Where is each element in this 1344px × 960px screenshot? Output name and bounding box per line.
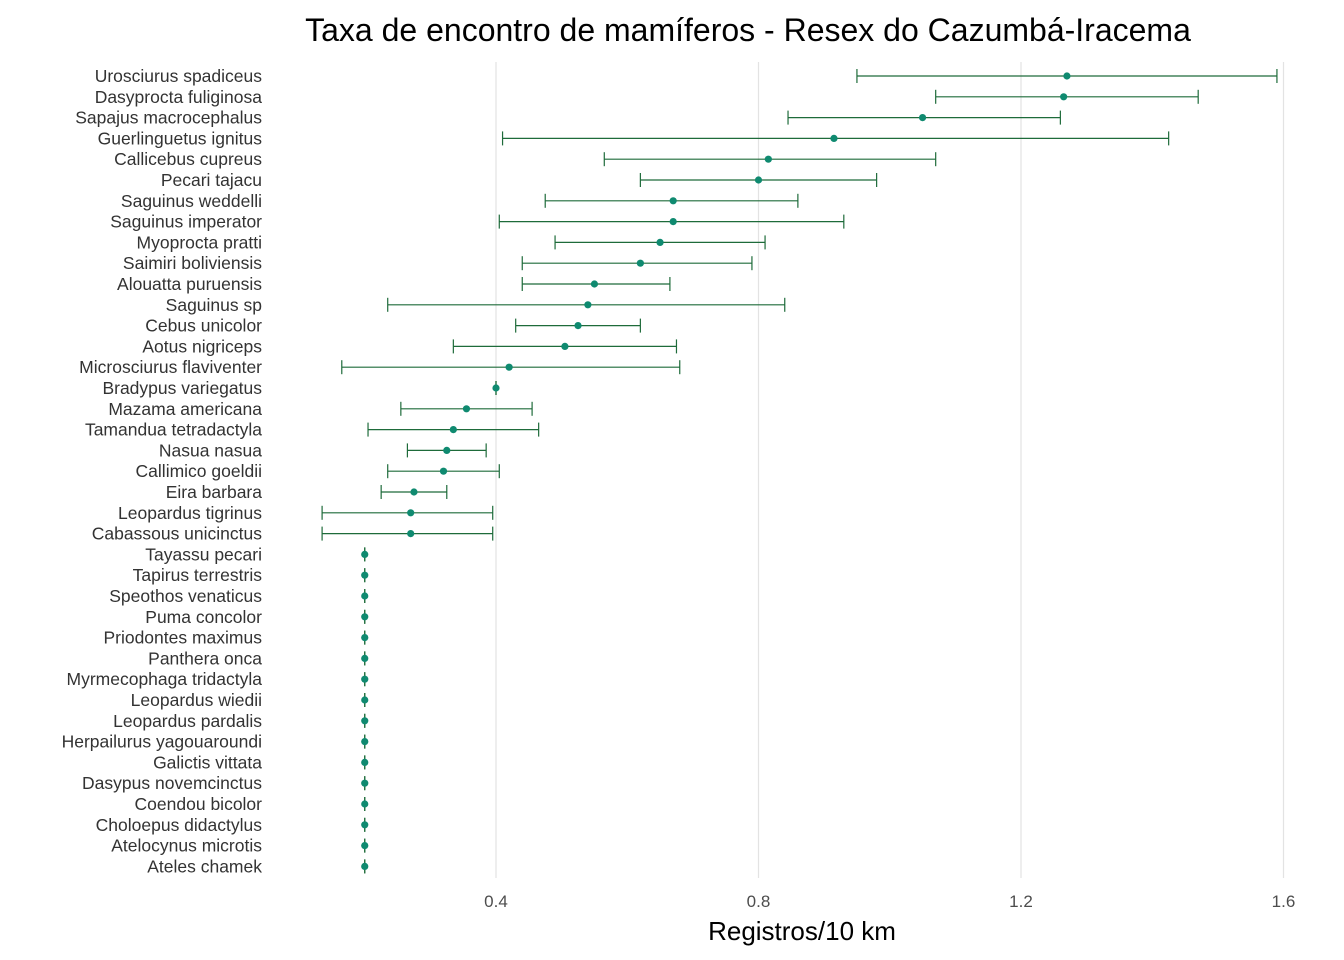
- data-point: [361, 592, 369, 600]
- x-axis-label: Registros/10 km: [708, 916, 896, 946]
- y-tick-label: Dasypus novemcinctus: [82, 773, 262, 793]
- data-point: [361, 842, 369, 850]
- y-tick-label: Saguinus sp: [166, 295, 262, 315]
- y-tick-label: Myrmecophaga tridactyla: [67, 669, 263, 689]
- data-point: [449, 426, 457, 434]
- y-tick-label: Bradypus variegatus: [102, 378, 262, 398]
- y-tick-label: Atelocynus microtis: [111, 836, 262, 856]
- data-point: [656, 238, 664, 246]
- y-tick-label: Guerlinguetus ignitus: [98, 128, 263, 148]
- y-tick-label: Callimico goeldii: [136, 461, 262, 481]
- data-point: [584, 301, 592, 309]
- y-tick-label: Callicebus cupreus: [114, 149, 262, 169]
- y-tick-label: Nasua nasua: [159, 440, 262, 460]
- data-point: [590, 280, 599, 288]
- data-point: [574, 322, 582, 330]
- x-tick-label: 0.8: [747, 892, 771, 911]
- y-tick-label: Priodontes maximus: [103, 628, 262, 648]
- y-tick-label: Panthera onca: [148, 648, 262, 668]
- error-bars: [321, 69, 1278, 874]
- y-tick-label: Leopardus pardalis: [113, 711, 262, 731]
- data-point: [407, 530, 415, 538]
- x-tick-labels: 0.4 0.8 1.2 1.6: [484, 892, 1295, 911]
- y-tick-label: Speothos venaticus: [109, 586, 262, 606]
- y-tick-label: Choloepus didactylus: [96, 815, 263, 835]
- y-tick-label: Coendou bicolor: [135, 794, 263, 814]
- data-point: [830, 134, 838, 142]
- y-tick-label: Mazama americana: [108, 399, 262, 419]
- data-point: [361, 654, 369, 663]
- y-tick-label: Ateles chamek: [147, 856, 262, 876]
- y-tick-label: Tamandua tetradactyla: [85, 420, 262, 440]
- y-tick-label: Dasyprocta fuliginosa: [95, 87, 263, 107]
- data-point: [361, 821, 369, 829]
- y-tick-label: Saguinus imperator: [110, 212, 262, 232]
- y-tick-label: Herpailurus yagouaroundi: [62, 732, 262, 752]
- y-tick-label: Tapirus terrestris: [133, 565, 263, 585]
- y-tick-label: Myoprocta pratti: [137, 232, 262, 252]
- data-points: [361, 72, 1071, 871]
- data-point: [361, 779, 369, 787]
- data-point: [443, 446, 451, 454]
- y-tick-label: Cabassous unicinctus: [92, 524, 262, 544]
- data-point: [361, 675, 369, 683]
- y-tick-label: Saguinus weddelli: [121, 191, 262, 211]
- data-point: [492, 384, 500, 392]
- x-tick-label: 1.2: [1009, 892, 1033, 911]
- data-point: [361, 738, 369, 746]
- data-point: [361, 862, 369, 871]
- data-point: [361, 571, 369, 579]
- data-point: [410, 488, 418, 496]
- y-tick-label: Saimiri boliviensis: [123, 253, 262, 273]
- y-tick-label: Cebus unicolor: [145, 316, 262, 336]
- gridlines: [495, 62, 1285, 878]
- data-point: [764, 155, 772, 163]
- chart-title: Taxa de encontro de mamíferos - Resex do…: [305, 12, 1191, 48]
- y-tick-label: Aotus nigriceps: [142, 336, 262, 356]
- data-point: [361, 758, 369, 767]
- data-point: [361, 634, 369, 642]
- y-tick-label: Leopardus tigrinus: [118, 503, 262, 523]
- x-tick-label: 1.6: [1272, 892, 1296, 911]
- y-tick-label: Urosciurus spadiceus: [95, 66, 263, 86]
- data-point: [561, 342, 569, 350]
- data-point: [361, 800, 369, 808]
- data-point: [669, 218, 677, 226]
- y-tick-label: Puma concolor: [145, 607, 262, 627]
- x-tick-label: 0.4: [484, 892, 508, 911]
- y-tick-label: Tayassu pecari: [145, 544, 262, 564]
- y-tick-label: Sapajus macrocephalus: [75, 108, 262, 128]
- y-tick-label: Pecari tajacu: [161, 170, 262, 190]
- y-tick-label: Galictis vittata: [153, 752, 262, 772]
- data-point: [1063, 72, 1071, 80]
- data-point: [669, 197, 677, 205]
- data-point: [439, 467, 448, 475]
- data-point: [407, 509, 415, 517]
- y-tick-label: Eira barbara: [166, 482, 263, 502]
- data-point: [462, 405, 471, 413]
- data-point: [505, 363, 513, 371]
- data-point: [636, 259, 644, 267]
- data-point: [754, 176, 763, 184]
- data-point: [918, 114, 927, 122]
- data-point: [361, 696, 369, 704]
- y-tick-label: Alouatta puruensis: [117, 274, 262, 294]
- y-tick-label: Leopardus wiedii: [131, 690, 262, 710]
- data-point: [361, 550, 369, 559]
- data-point: [361, 613, 369, 621]
- data-point: [1060, 93, 1068, 101]
- data-point: [361, 717, 369, 725]
- y-tick-label: Microsciurus flaviventer: [79, 357, 262, 377]
